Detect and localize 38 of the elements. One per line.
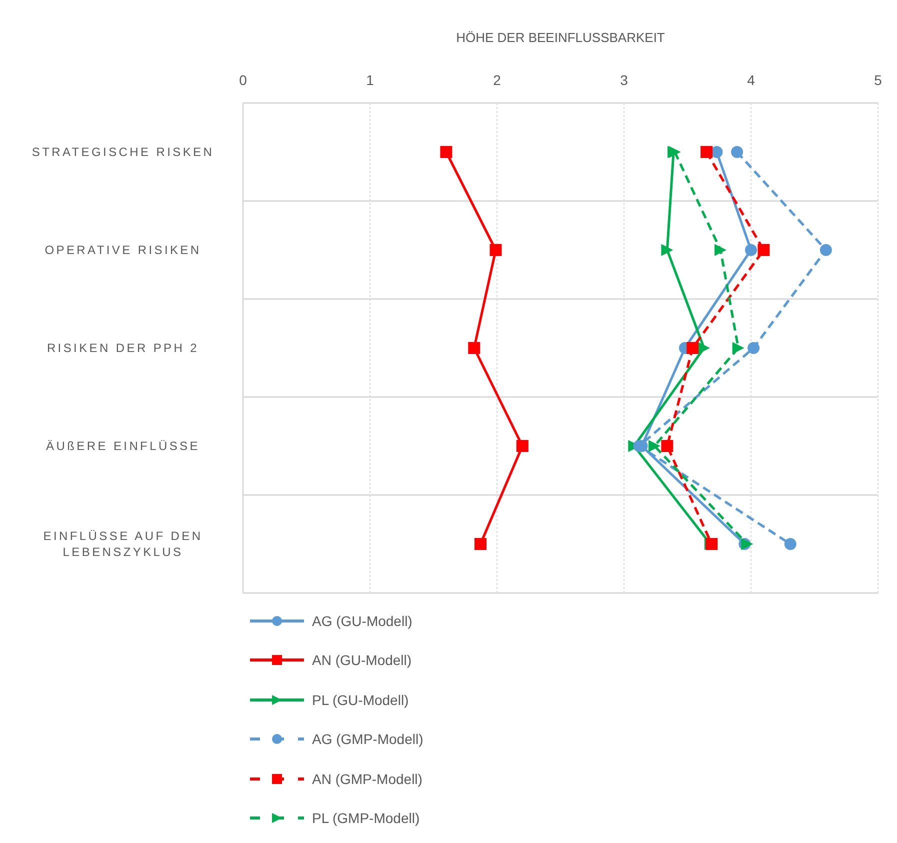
point: [698, 342, 710, 354]
point: [732, 342, 744, 354]
point: [741, 538, 754, 550]
point: [661, 440, 674, 452]
legend-label: AN (GU-Modell): [312, 652, 412, 668]
point: [758, 244, 770, 256]
point: [686, 342, 699, 354]
point: [748, 342, 760, 354]
x-tick-label: 0: [239, 72, 248, 88]
legend-label: PL (GU-Modell): [312, 692, 409, 708]
point: [745, 244, 757, 256]
x-tick-label: 5: [874, 72, 882, 88]
x-tick-label: 4: [747, 72, 756, 88]
point: [731, 146, 744, 158]
point: [516, 440, 528, 452]
point: [784, 538, 796, 550]
y-tick-label: RISIKEN DER PPH 2: [46, 341, 200, 355]
point: [468, 342, 480, 354]
point: [714, 244, 727, 256]
point: [648, 440, 660, 452]
legend-label: PL (GMP-Modell): [312, 810, 420, 826]
x-axis-title: HÖHE DER BEEINFLUSSBARKEIT: [455, 30, 666, 45]
legend-label: AN (GMP-Modell): [312, 770, 422, 787]
point: [490, 244, 502, 256]
point: [474, 538, 486, 550]
point: [820, 244, 832, 256]
x-tick-label: 2: [493, 72, 502, 88]
y-tick-label: STRATEGISCHE RISKEN: [32, 145, 214, 159]
x-tick-label: 3: [620, 72, 628, 88]
y-tick-label: ÄUßERE EINFLÜSSE: [46, 439, 200, 453]
point: [700, 146, 713, 158]
point: [440, 146, 452, 158]
y-tick-label: EINFLÜSSE AUF DEN LEBENSZYKLUS: [43, 529, 203, 559]
y-tick-label: OPERATIVE RISIKEN: [44, 243, 202, 257]
legend-label: AG (GU-Modell): [312, 612, 412, 629]
x-tick-label: 1: [366, 72, 374, 88]
legend-label: AG (GMP-Modell): [312, 731, 424, 748]
point: [661, 244, 674, 256]
